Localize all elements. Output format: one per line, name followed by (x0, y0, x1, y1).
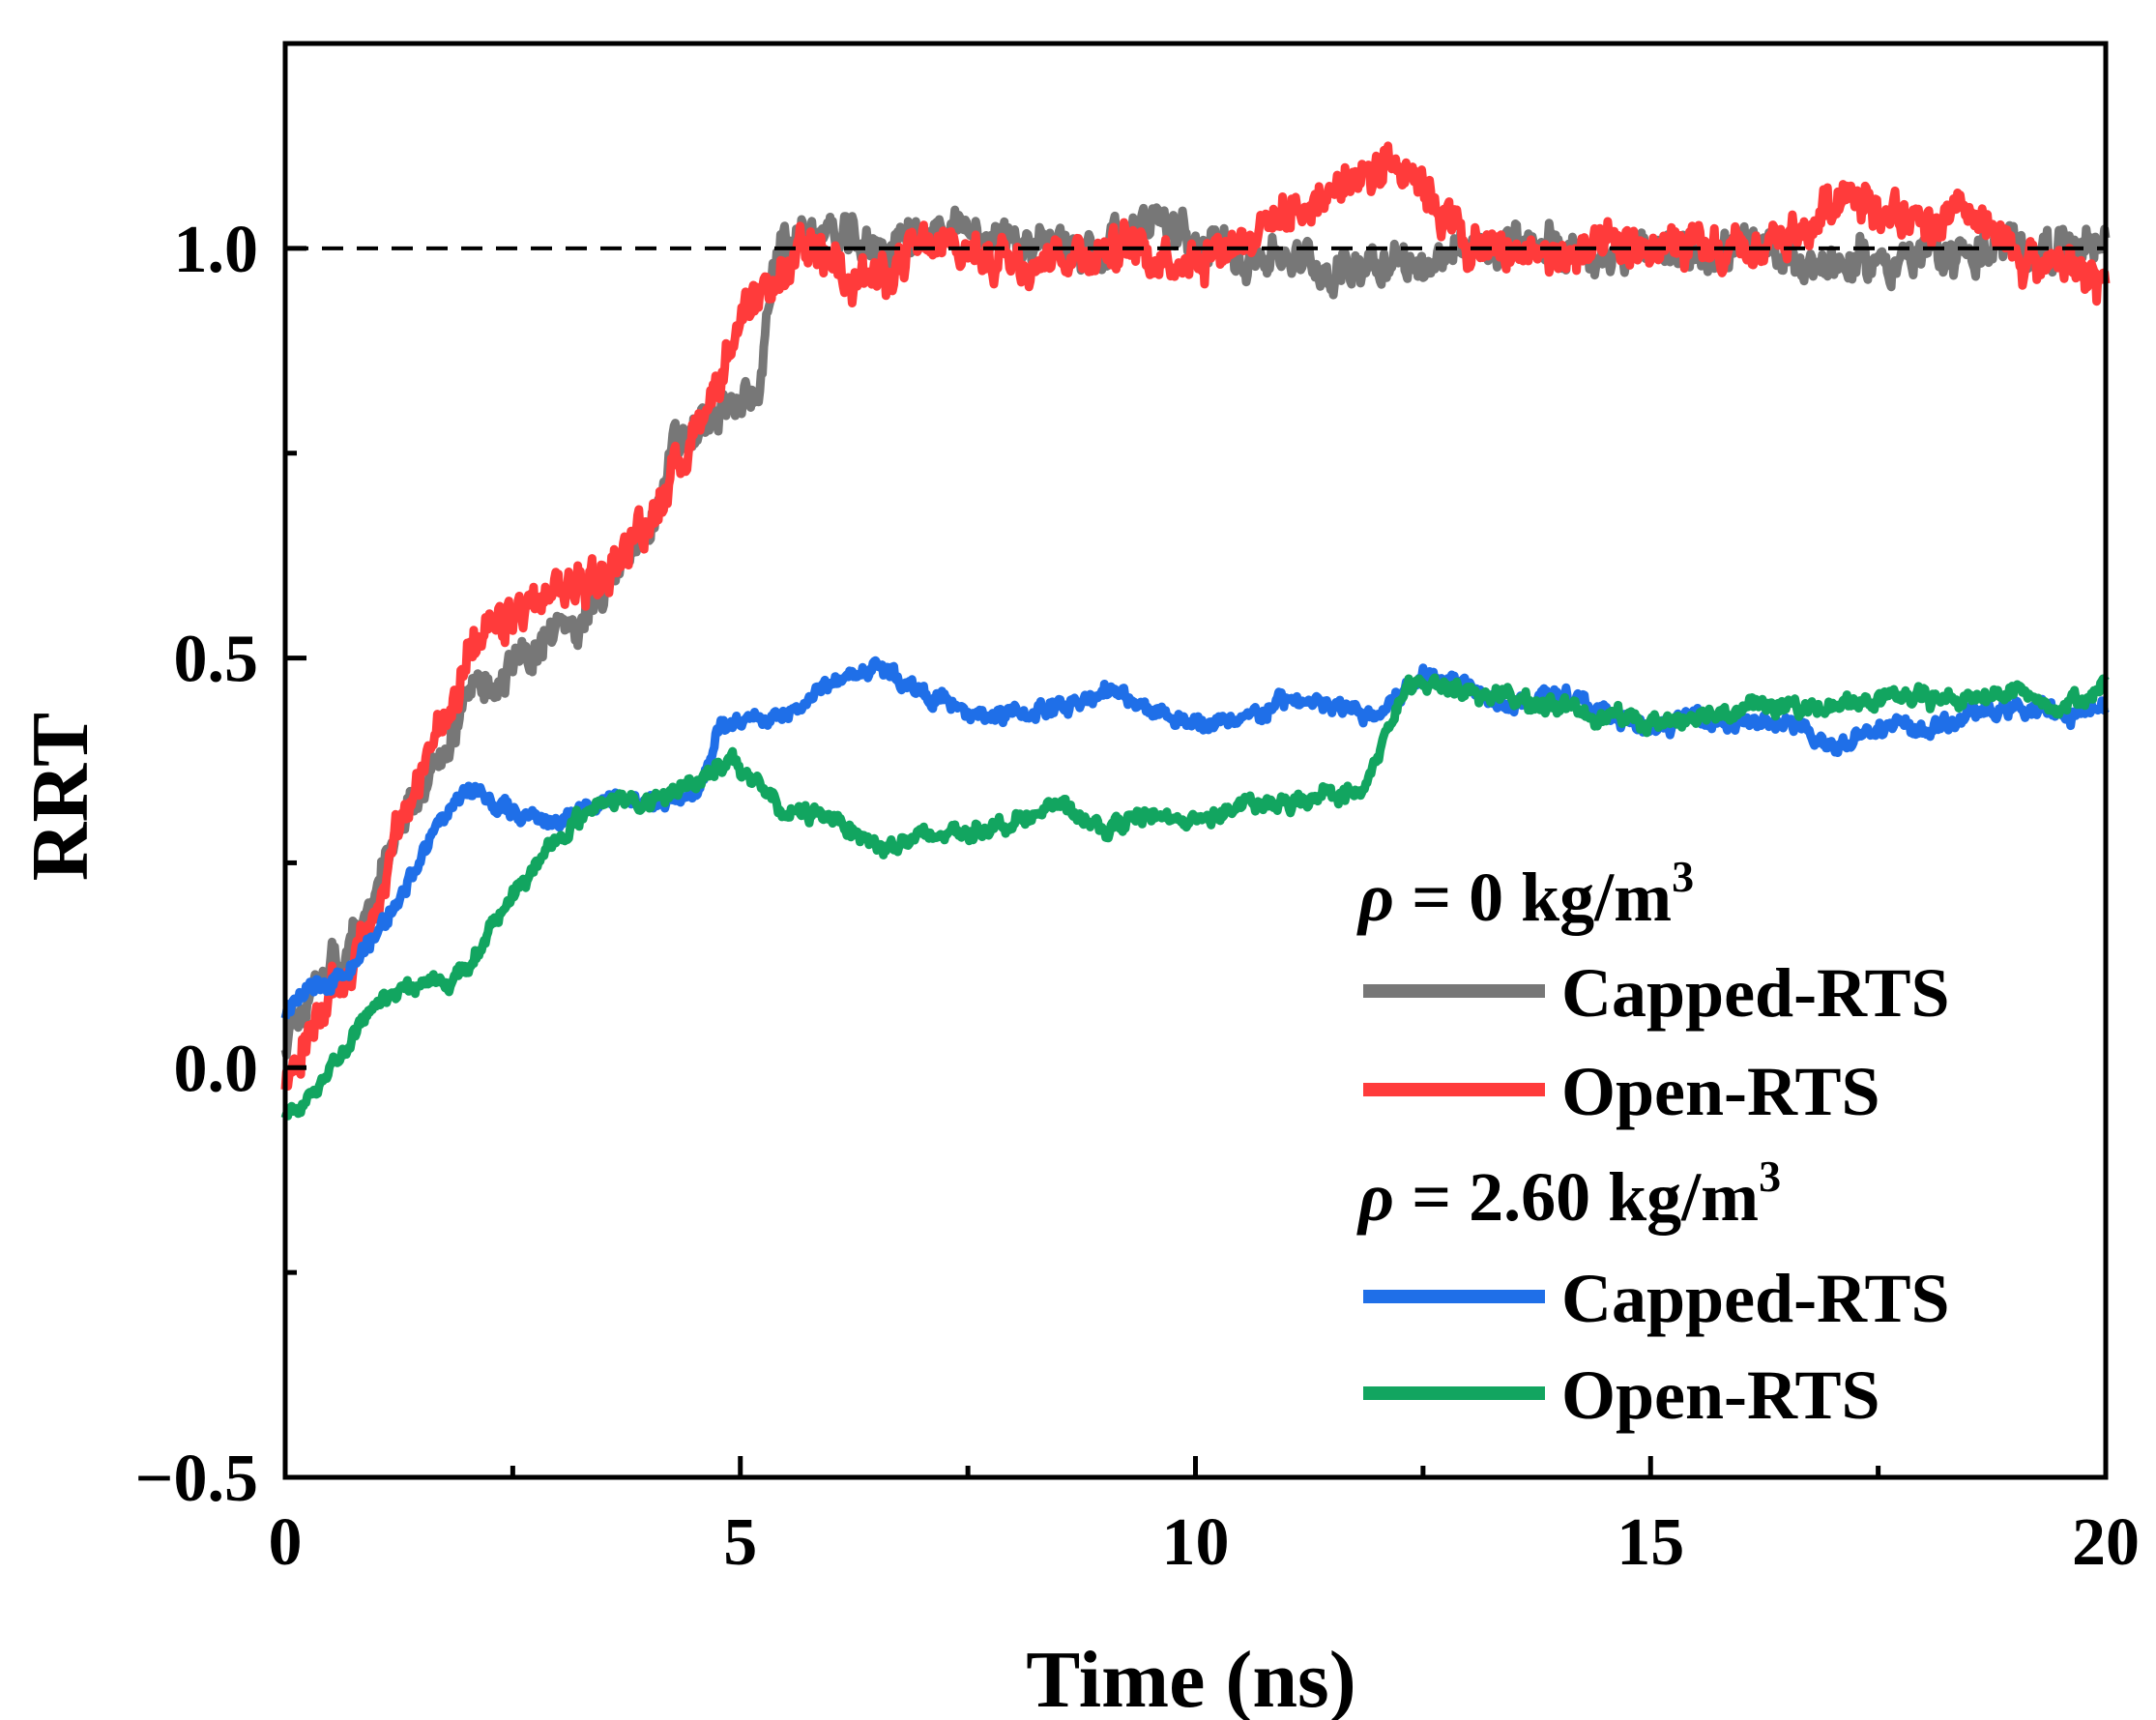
x-tick-label: 10 (1162, 1505, 1230, 1580)
tick-layer: 0 5 10 15 20 −0.5 0.0 0.5 1.0 (135, 213, 2140, 1580)
series-open-rts-rho0 (280, 141, 2111, 1091)
legend-label-open-rts-rho0: Open-RTS (1561, 1053, 1880, 1130)
y-axis-title: RRT (15, 713, 105, 881)
legend-label-open-rts-rho260: Open-RTS (1561, 1356, 1880, 1434)
legend-label-capped-rts-rho260: Capped-RTS (1561, 1260, 1950, 1337)
y-tick-label: 1.0 (174, 213, 259, 287)
x-axis-title: Time (ns) (1026, 1635, 1355, 1720)
y-tick-label: 0.5 (174, 623, 259, 697)
series-layer (280, 141, 2111, 1121)
legend-label-capped-rts-rho0: Capped-RTS (1561, 954, 1950, 1032)
legend-group-2-header: ρ = 2.60 kg/m3 (1356, 1152, 1781, 1236)
x-tick-label: 0 (269, 1505, 303, 1580)
series-capped-rts-rho0 (280, 203, 2111, 1060)
legend: ρ = 0 kg/m3 Capped-RTS Open-RTS ρ = 2.60… (1356, 852, 1950, 1434)
x-tick-label: 20 (2072, 1505, 2140, 1580)
y-tick-label: 0.0 (174, 1032, 259, 1106)
y-tick-label: −0.5 (135, 1442, 258, 1516)
x-tick-label: 5 (723, 1505, 757, 1580)
series-open-rts-rho260 (280, 673, 2110, 1121)
legend-group-1-header: ρ = 0 kg/m3 (1356, 852, 1694, 936)
x-tick-label: 15 (1617, 1505, 1684, 1580)
